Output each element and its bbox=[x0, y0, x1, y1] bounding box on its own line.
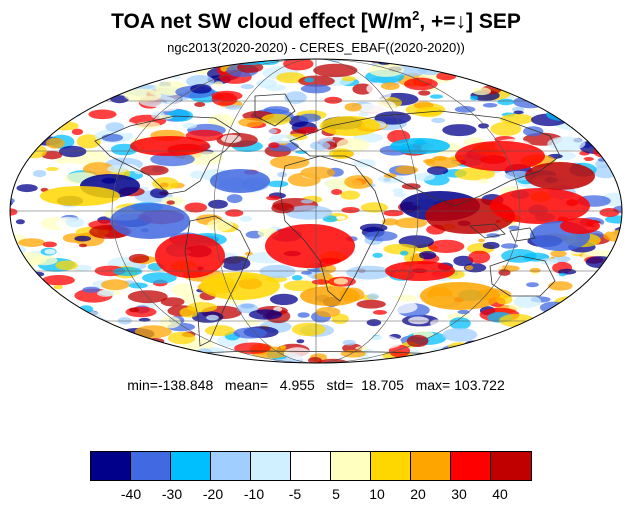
colorbar-tick-label: -40 bbox=[120, 486, 142, 502]
map-border bbox=[9, 58, 623, 364]
colorbar-tick-label: 10 bbox=[369, 486, 385, 502]
colorbar-tick-label: -5 bbox=[288, 486, 302, 502]
colorbar-swatch bbox=[451, 452, 491, 480]
statistics-line: min=-138.848 mean= 4.955 std= 18.705 max… bbox=[127, 377, 505, 393]
plot-subtitle: ngc2013(2020-2020) - CERES_EBAF((2020-20… bbox=[167, 40, 465, 55]
map-field bbox=[10, 59, 622, 363]
colorbar-tick-label: 30 bbox=[451, 486, 467, 502]
colorbar bbox=[90, 451, 532, 481]
colorbar-swatch bbox=[131, 452, 171, 480]
colorbar-tick-label: -30 bbox=[161, 486, 183, 502]
colorbar-swatch bbox=[171, 452, 211, 480]
colorbar-tick-label: 40 bbox=[492, 486, 508, 502]
plot-title: TOA net SW cloud effect [W/m2, +=↓] SEP bbox=[111, 8, 521, 33]
colorbar-swatch bbox=[331, 452, 371, 480]
colorbar-tick-label: 5 bbox=[332, 486, 340, 502]
colorbar-tick-label: -10 bbox=[243, 486, 265, 502]
colorbar-swatch bbox=[411, 452, 451, 480]
colorbar-swatch bbox=[251, 452, 291, 480]
global-map bbox=[9, 58, 623, 364]
colorbar-swatch bbox=[291, 452, 331, 480]
colorbar-swatch bbox=[371, 452, 411, 480]
colorbar-swatch bbox=[91, 452, 131, 480]
colorbar-tick-label: -20 bbox=[202, 486, 224, 502]
colorbar-swatch bbox=[211, 452, 251, 480]
graticule bbox=[10, 59, 622, 363]
colorbar-swatch bbox=[491, 452, 531, 480]
colorbar-tick-label: 20 bbox=[410, 486, 426, 502]
